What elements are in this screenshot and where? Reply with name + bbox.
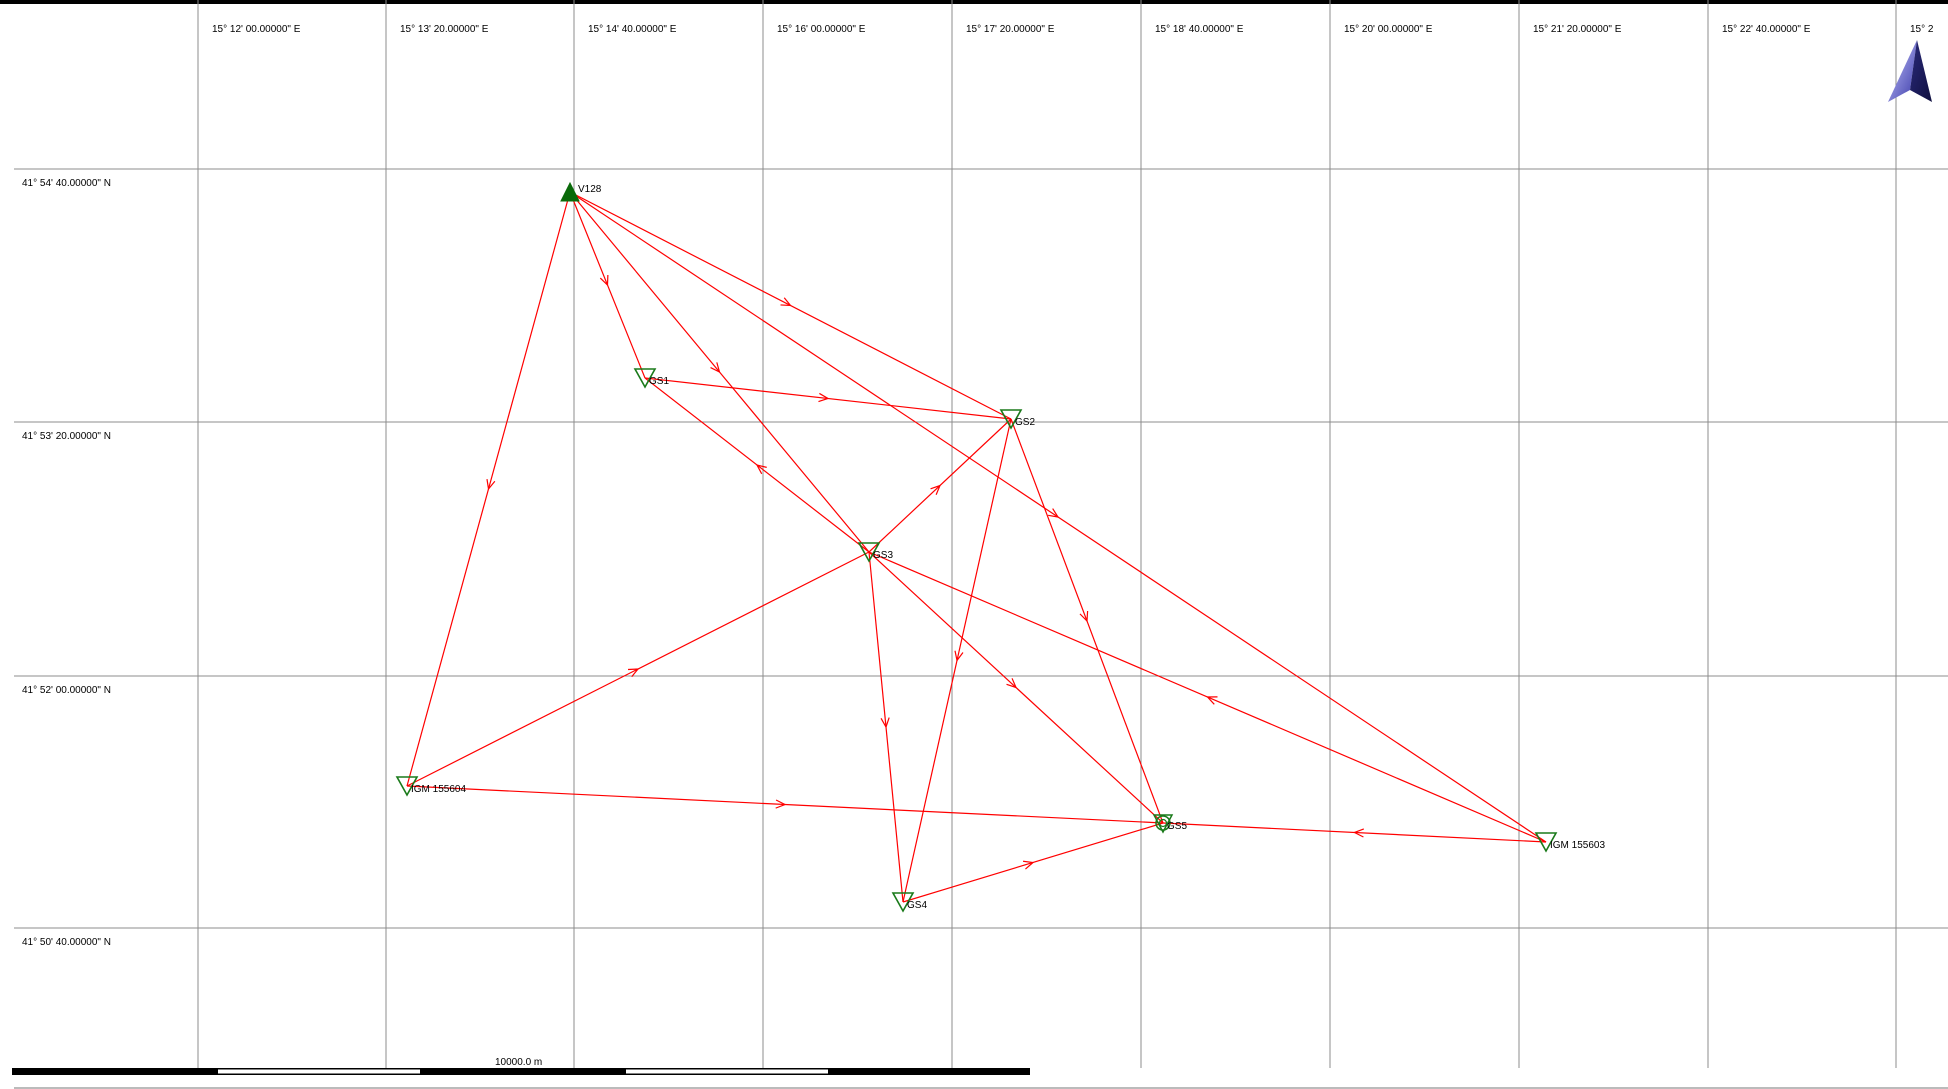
stations: V128 GS1 GS2 GS3 GS4 GS5 IGM 155604 IGM 155603 <box>395 181 1605 913</box>
station-marker-icon <box>395 776 419 797</box>
vector-direction-arrow <box>818 392 830 403</box>
vector-direction-arrow <box>627 668 640 678</box>
station-marker-icon <box>1534 832 1558 853</box>
longitude-label: 15° 2 <box>1910 24 1934 35</box>
scale-bar-label: 10000.0 m <box>495 1057 542 1068</box>
gnss-vectors <box>406 191 1547 903</box>
station-gs4[interactable]: GS4 <box>891 892 927 913</box>
vector-direction-arrow <box>1023 860 1035 870</box>
station-igm604[interactable]: IGM 155604 <box>395 776 466 797</box>
coordinate-grid <box>14 0 1948 1068</box>
station-marker-icon <box>857 542 881 563</box>
longitude-label: 15° 22' 40.00000" E <box>1722 24 1811 35</box>
vector-direction-arrow <box>710 362 721 374</box>
station-marker-icon <box>1152 814 1174 834</box>
station-gs2[interactable]: GS2 <box>999 409 1035 430</box>
longitude-label: 15° 20' 00.00000" E <box>1344 24 1433 35</box>
latitude-label: 41° 54' 40.00000" N <box>22 178 111 189</box>
latitude-label: 41° 52' 00.00000" N <box>22 685 111 696</box>
longitude-label: 15° 18' 40.00000" E <box>1155 24 1244 35</box>
station-label: IGM 155603 <box>1550 840 1605 851</box>
vector-direction-arrow <box>599 274 609 287</box>
target-inner-circle-icon <box>1158 818 1168 828</box>
vector-direction-arrow <box>880 717 890 729</box>
north-arrow-icon <box>1888 40 1932 102</box>
target-circle-icon <box>1155 815 1171 831</box>
station-label: GS1 <box>649 376 669 387</box>
station-marker-icon <box>633 368 657 389</box>
station-gs5[interactable]: GS5 <box>1152 814 1187 834</box>
longitude-label: 15° 16' 00.00000" E <box>777 24 866 35</box>
longitude-label: 15° 14' 40.00000" E <box>588 24 677 35</box>
vector-direction-arrow <box>1353 828 1365 838</box>
station-gs3[interactable]: GS3 <box>857 542 893 563</box>
station-label: GS3 <box>873 550 893 561</box>
vector-direction-arrow <box>775 799 787 809</box>
vector-direction-arrow <box>486 479 496 491</box>
latitude-label: 41° 50' 40.00000" N <box>22 937 111 948</box>
control-point-icon <box>560 181 580 202</box>
vector-direction-arrow <box>930 484 942 495</box>
station-label: IGM 155604 <box>411 784 466 795</box>
longitude-label: 15° 17' 20.00000" E <box>966 24 1055 35</box>
station-igm603[interactable]: IGM 155603 <box>1534 832 1605 853</box>
vector-direction-arrow <box>780 297 792 307</box>
vector-direction-arrow <box>1006 678 1018 689</box>
vector-direction-arrow <box>1048 508 1060 518</box>
scale-bar: 10000.0 m <box>12 1057 1030 1075</box>
station-label: V128 <box>578 184 602 195</box>
station-label: GS2 <box>1015 417 1035 428</box>
station-label: GS5 <box>1167 821 1187 832</box>
station-marker-icon <box>999 409 1023 430</box>
longitude-label: 15° 12' 00.00000" E <box>212 24 301 35</box>
station-label: GS4 <box>907 900 927 911</box>
vector-direction-arrow <box>954 650 964 662</box>
station-gs1[interactable]: GS1 <box>633 368 669 389</box>
station-marker-icon <box>891 892 915 913</box>
vector-direction-arrow <box>1206 696 1218 705</box>
latitude-label: 41° 53' 20.00000" N <box>22 431 111 442</box>
longitude-label: 15° 21' 20.00000" E <box>1533 24 1622 35</box>
station-v128[interactable]: V128 <box>560 181 602 202</box>
vector-direction-arrow <box>755 464 767 475</box>
vector-direction-arrow <box>1079 610 1089 623</box>
coordinate-grid-labels: 15° 12' 00.00000" E 15° 13' 20.00000" E 15… <box>22 24 1934 948</box>
longitude-label: 15° 13' 20.00000" E <box>400 24 489 35</box>
